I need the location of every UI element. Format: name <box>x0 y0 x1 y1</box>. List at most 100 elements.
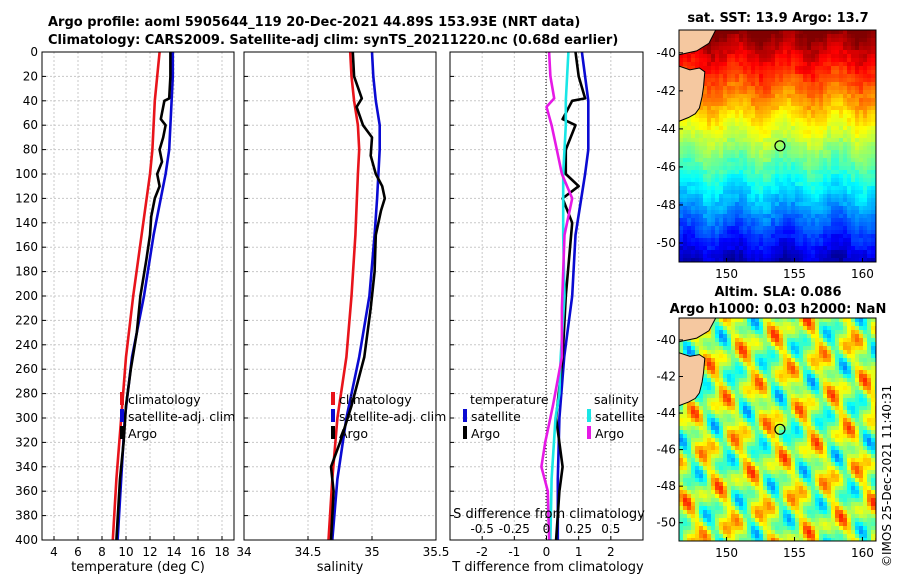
map-cell <box>707 82 712 87</box>
map-cell <box>819 390 824 395</box>
map-cell <box>819 414 824 419</box>
map-cell <box>791 106 796 111</box>
map-cell <box>871 70 876 75</box>
map-cell <box>839 146 844 151</box>
sst-map-panel: sat. SST: 13.9 Argo: 13.7 150 155 160-40-4… <box>656 11 877 281</box>
map-cell <box>819 222 824 227</box>
map-cell <box>727 202 732 207</box>
map-cell <box>727 146 732 151</box>
map-cell <box>727 142 732 147</box>
map-cell <box>855 374 860 379</box>
map-cell <box>783 234 788 239</box>
map-cell <box>823 122 828 127</box>
legend-swatch <box>463 426 467 439</box>
map-cell <box>839 166 844 171</box>
map-cell <box>787 194 792 199</box>
map-cell <box>715 222 720 227</box>
map-cell <box>775 386 780 391</box>
map-cell <box>859 430 864 435</box>
map-cell <box>847 158 852 163</box>
map-cell <box>783 190 788 195</box>
map-cell <box>735 350 740 355</box>
map-cell <box>839 34 844 39</box>
map-cell <box>847 126 852 131</box>
map-cell <box>863 370 868 375</box>
map-cell <box>751 338 756 343</box>
map-cell <box>787 442 792 447</box>
map-cell <box>807 454 812 459</box>
map-cell <box>871 94 876 99</box>
map-cell <box>863 398 868 403</box>
map-cell <box>727 118 732 123</box>
map-cell <box>719 370 724 375</box>
map-cell <box>735 42 740 47</box>
map-cell <box>723 230 728 235</box>
map-cell <box>747 222 752 227</box>
map-cell <box>719 118 724 123</box>
map-cell <box>703 426 708 431</box>
map-cell <box>711 182 716 187</box>
map-cell <box>823 158 828 163</box>
map-cell <box>779 42 784 47</box>
map-cell <box>859 450 864 455</box>
map-cell <box>843 118 848 123</box>
map-cell <box>815 242 820 247</box>
map-cell <box>783 406 788 411</box>
map-cell <box>715 134 720 139</box>
map-cell <box>815 250 820 255</box>
map-cell <box>751 142 756 147</box>
map-cell <box>827 250 832 255</box>
map-cell <box>871 178 876 183</box>
map-cell <box>803 358 808 363</box>
map-cell <box>731 210 736 215</box>
map-cell <box>799 178 804 183</box>
map-cell <box>715 346 720 351</box>
map-cell <box>731 154 736 159</box>
map-cell <box>839 322 844 327</box>
map-cell <box>751 258 756 262</box>
map-cell <box>871 326 876 331</box>
map-cell <box>767 254 772 259</box>
map-cell <box>835 454 840 459</box>
map-cell <box>735 98 740 103</box>
map-cell <box>679 58 684 63</box>
map-cell <box>687 162 692 167</box>
map-cell <box>831 66 836 71</box>
map-cell <box>867 326 872 331</box>
map-cell <box>795 350 800 355</box>
map-cell <box>791 334 796 339</box>
map-cell <box>871 226 876 231</box>
map-cell <box>855 342 860 347</box>
map-cell <box>783 246 788 251</box>
map-cell <box>855 446 860 451</box>
map-cell <box>827 174 832 179</box>
map-cell <box>747 254 752 259</box>
map-cell <box>847 46 852 51</box>
map-cell <box>751 318 756 323</box>
map-cell <box>847 418 852 423</box>
map-cell <box>819 126 824 131</box>
map-cell <box>815 78 820 83</box>
map-cell <box>683 178 688 183</box>
map-cell <box>859 378 864 383</box>
map-cell <box>723 258 728 262</box>
map-cell <box>867 54 872 59</box>
map-cell <box>839 406 844 411</box>
map-cell <box>695 194 700 199</box>
map-cell <box>803 174 808 179</box>
map-cell <box>839 106 844 111</box>
map-cell <box>751 154 756 159</box>
map-cell <box>755 442 760 447</box>
map-cell <box>759 362 764 367</box>
map-cell <box>847 390 852 395</box>
map-cell <box>771 98 776 103</box>
map-cell <box>867 38 872 43</box>
map-cell <box>863 246 868 251</box>
map-cell <box>811 86 816 91</box>
map-cell <box>711 402 716 407</box>
map-cell <box>715 406 720 411</box>
map-cell <box>691 402 696 407</box>
map-cell <box>791 370 796 375</box>
map-cell <box>751 234 756 239</box>
map-cell <box>723 82 728 87</box>
